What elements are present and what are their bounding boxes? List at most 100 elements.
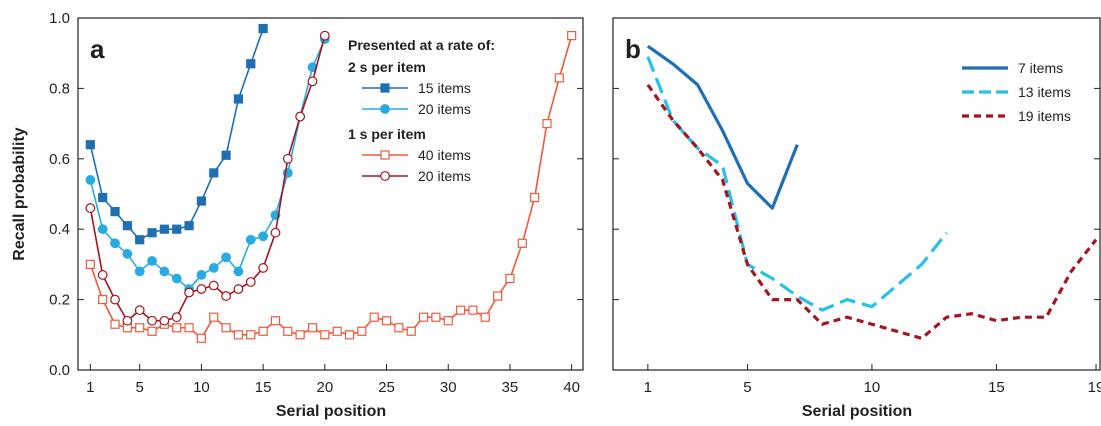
y-tick-label: 0.0 <box>49 362 70 379</box>
data-point <box>295 111 306 122</box>
x-tick-label: 15 <box>988 379 1005 396</box>
legend-swatch-marker <box>380 171 390 181</box>
series-line <box>646 83 1098 340</box>
data-point <box>184 221 194 231</box>
series-line <box>646 56 948 312</box>
data-point <box>147 315 157 326</box>
data-point <box>208 280 219 291</box>
data-point <box>320 330 330 340</box>
data-point <box>517 238 527 248</box>
data-point <box>258 231 269 242</box>
data-point <box>159 224 169 234</box>
x-axis-title: Serial position <box>802 403 912 420</box>
data-point <box>282 153 293 164</box>
x-tick-label: 10 <box>864 379 881 396</box>
data-point <box>431 312 441 322</box>
data-point <box>159 315 170 326</box>
data-point <box>530 192 540 203</box>
data-point <box>258 263 269 273</box>
legend-swatch-marker <box>380 150 390 160</box>
data-point <box>418 312 429 322</box>
y-axis-title: Recall probability <box>11 127 28 260</box>
x-tick-label: 1 <box>644 379 652 396</box>
data-point <box>135 323 145 333</box>
data-point <box>110 294 120 305</box>
data-point <box>246 59 256 69</box>
data-point <box>171 273 182 284</box>
data-point <box>307 323 318 333</box>
legend-label: 40 items <box>418 147 471 163</box>
data-point <box>258 23 268 34</box>
legend-label: 20 items <box>418 168 471 184</box>
data-point <box>172 224 182 234</box>
data-point <box>147 255 157 266</box>
data-point <box>394 323 404 333</box>
series-line <box>646 44 799 210</box>
data-point <box>233 284 244 294</box>
data-point <box>332 326 342 336</box>
legend-label: 20 items <box>418 101 471 117</box>
data-point <box>134 266 145 277</box>
legend-swatch-marker <box>380 104 390 114</box>
data-point <box>369 312 379 322</box>
data-point <box>110 319 120 329</box>
panel-label: b <box>625 34 641 64</box>
x-tick-label: 35 <box>502 379 519 396</box>
data-point <box>493 291 503 301</box>
series-line <box>89 35 326 322</box>
data-point <box>381 316 392 326</box>
data-point <box>283 326 293 336</box>
data-point <box>233 266 244 277</box>
data-point <box>480 312 490 322</box>
data-point <box>468 305 478 315</box>
data-point <box>554 73 564 83</box>
data-point <box>135 235 145 245</box>
x-tick-label: 20 <box>316 379 333 396</box>
data-point <box>542 118 552 129</box>
data-point <box>85 140 95 150</box>
data-point <box>98 295 108 305</box>
plot-frame <box>612 17 1101 371</box>
legend-label: 19 items <box>1018 108 1071 124</box>
data-point <box>85 175 96 185</box>
x-tick-label: 5 <box>136 379 144 396</box>
y-tick-label: 0.8 <box>49 80 70 97</box>
data-point <box>233 330 244 340</box>
data-point <box>196 333 207 343</box>
legend-group-heading: 2 s per item <box>348 59 426 75</box>
data-point <box>172 323 182 333</box>
data-point <box>98 192 108 203</box>
data-point <box>307 76 318 87</box>
legend-label: 13 items <box>1018 84 1071 100</box>
x-tick-label: 5 <box>743 379 751 396</box>
data-point <box>208 263 219 273</box>
y-tick-label: 0.2 <box>49 292 70 309</box>
data-point <box>270 316 281 326</box>
x-tick-label: 30 <box>440 379 457 396</box>
data-point <box>221 323 231 333</box>
x-tick-label: 40 <box>563 379 580 396</box>
data-point <box>209 312 219 322</box>
data-point <box>134 305 145 316</box>
data-point <box>97 224 108 235</box>
data-point <box>221 291 231 301</box>
data-point <box>258 326 268 336</box>
data-point <box>209 168 219 178</box>
data-point <box>110 238 120 249</box>
data-point <box>110 207 120 217</box>
x-tick-label: 15 <box>255 379 272 396</box>
data-point <box>147 228 157 238</box>
x-tick-label: 1 <box>86 379 94 396</box>
data-point <box>505 273 515 284</box>
data-point <box>567 31 577 41</box>
y-tick-label: 0.6 <box>49 151 70 168</box>
data-point <box>357 326 367 336</box>
data-point <box>455 305 466 315</box>
data-point <box>184 323 194 333</box>
series-line <box>89 35 573 340</box>
data-point <box>85 203 96 213</box>
plot-frame <box>77 17 584 371</box>
data-point <box>159 266 170 277</box>
